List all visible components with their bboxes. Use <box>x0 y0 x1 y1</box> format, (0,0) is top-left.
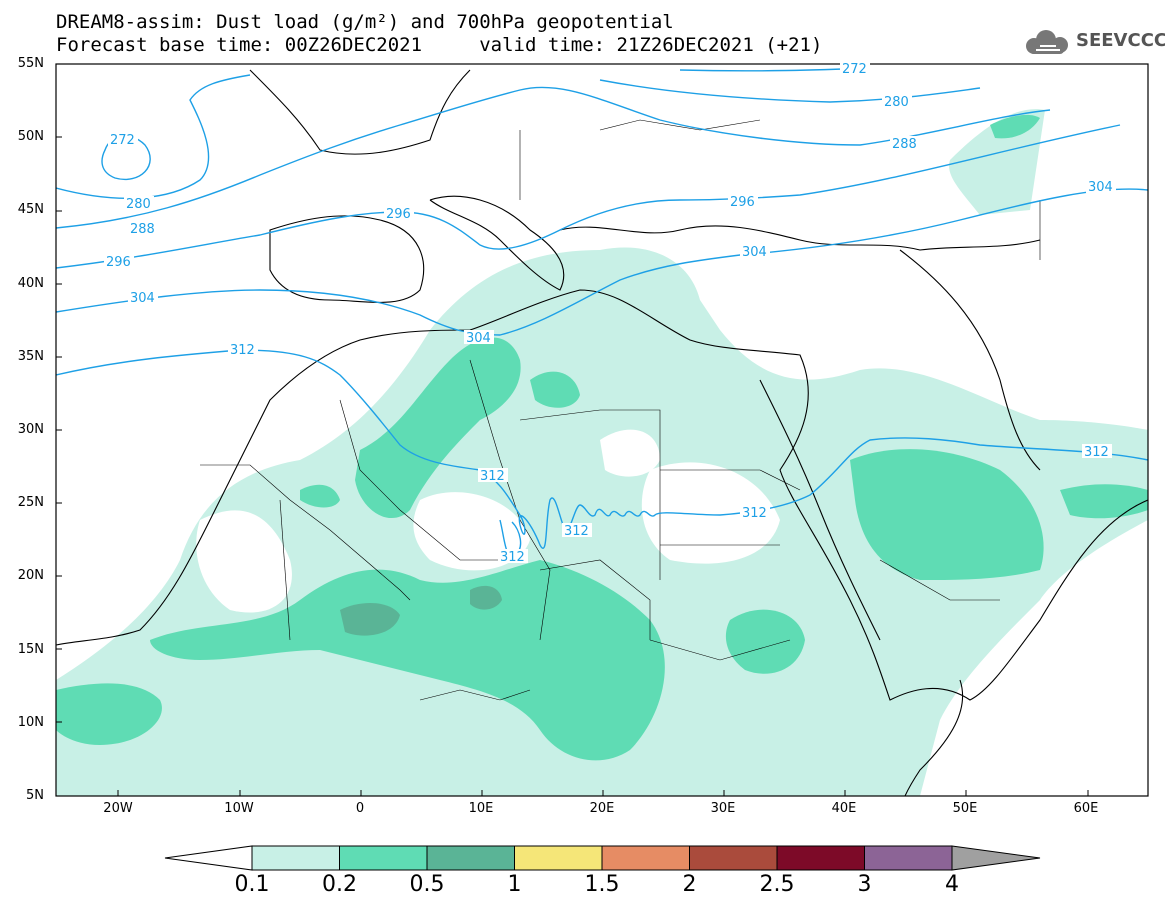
lon-label: 60E <box>1073 801 1099 816</box>
colorbar-level-label: 0.2 <box>322 872 357 897</box>
lat-label: 40N <box>17 275 44 291</box>
dust-area-medium <box>990 114 1040 139</box>
dust-area-medium <box>355 337 521 519</box>
contour-label: 312 <box>742 506 767 521</box>
dust-area-medium <box>56 683 162 745</box>
colorbar-level-label: 2 <box>682 872 697 897</box>
colorbar-box <box>514 845 603 871</box>
lat-label: 5N <box>26 788 44 803</box>
contour-label: 312 <box>480 469 505 484</box>
contour-312 <box>56 349 1148 549</box>
dust-area-clear <box>196 510 292 613</box>
dust-area-medium <box>530 371 580 408</box>
colorbar-boxes <box>251 845 953 871</box>
colorbar-level-label: 1.5 <box>584 872 620 897</box>
dust-field <box>56 67 1148 796</box>
lat-label: 55N <box>17 56 44 71</box>
dust-area-clear <box>600 429 660 477</box>
map-title: DREAM8-assim: Dust load (g/m²) and 700hP… <box>56 11 674 33</box>
contour-label: 280 <box>126 197 151 212</box>
colorbar-box <box>601 845 690 871</box>
dust-area-medium <box>1060 484 1148 519</box>
contour-label: 312 <box>500 550 525 565</box>
dust-area-heavy <box>340 603 400 636</box>
colorbar-box <box>689 845 778 871</box>
contour-label: 280 <box>884 95 909 110</box>
dust-area-medium <box>150 560 665 761</box>
contour-296 <box>56 124 1121 269</box>
lat-label: 25N <box>17 495 44 511</box>
colorbar-high-arrow <box>951 845 1041 871</box>
colorbar-level-label: 3 <box>857 872 872 897</box>
colorbar-box <box>339 845 428 871</box>
contour-label: 288 <box>892 137 917 152</box>
seevccc-logo <box>1026 30 1068 54</box>
contour-label: 272 <box>842 62 867 77</box>
lon-label: 10E <box>468 801 494 816</box>
contour-label: 304 <box>742 245 767 260</box>
contour-label: 288 <box>130 222 155 237</box>
lat-label: 35N <box>17 348 44 364</box>
lon-label: 0 <box>355 801 365 816</box>
lat-label: 10N <box>17 714 44 730</box>
colorbar-box <box>776 845 865 871</box>
contour-label: 296 <box>386 207 411 222</box>
contour-label-bgs <box>104 61 1116 563</box>
contour-288 <box>56 86 1051 229</box>
contour-label: 312 <box>564 524 589 539</box>
lon-label: 20E <box>589 801 615 816</box>
colorbar-box <box>426 845 515 871</box>
contour-label: 312 <box>1084 445 1109 460</box>
lon-label: 10W <box>224 801 254 816</box>
geopotential-contours <box>56 67 1148 557</box>
colorbar-box <box>251 845 340 871</box>
contour-label: 312 <box>230 343 255 358</box>
colorbar-level-label: 2.5 <box>759 872 795 897</box>
forecast-time-line: Forecast base time: 00Z26DEC2021 valid t… <box>56 34 823 56</box>
dust-area-medium <box>725 609 805 674</box>
contour-label: 296 <box>106 255 131 270</box>
contour-label: 296 <box>730 195 755 210</box>
dust-area-medium <box>850 449 1044 580</box>
contour-label: 304 <box>1088 180 1113 195</box>
colorbar-level-label: 4 <box>945 872 959 897</box>
logo-text: SEEVCCC <box>1076 30 1165 51</box>
contour-labels: 272 272 280 280 288 288 296 296 296 304 … <box>106 62 1113 565</box>
dust-area-light <box>56 247 1148 796</box>
colorbar-low-arrow <box>164 845 253 871</box>
colorbar-level-label: 1 <box>507 872 522 897</box>
colorbar-level-label: 0.1 <box>234 872 270 897</box>
axis-ticks <box>56 63 1089 796</box>
lon-label: 30E <box>710 801 736 816</box>
lon-label: 20W <box>103 801 133 816</box>
contour-304 <box>56 188 1148 336</box>
lat-label: 20N <box>17 568 44 584</box>
country-borders <box>200 119 1041 701</box>
lon-label: 40E <box>831 801 857 816</box>
contour-label: 272 <box>110 133 135 148</box>
lat-label: 15N <box>17 641 44 657</box>
dust-area-light <box>949 109 1045 215</box>
lat-label: 45N <box>17 202 44 218</box>
colorbar-box <box>864 845 953 871</box>
lat-label: 30N <box>17 422 44 437</box>
contour-label: 304 <box>130 291 155 306</box>
dust-area-heavy <box>470 585 502 610</box>
contour-label: 304 <box>466 331 491 346</box>
dust-area-medium <box>300 484 340 508</box>
lon-label: 50E <box>952 801 978 816</box>
colorbar-level-label: 0.5 <box>409 872 445 897</box>
contour-280-east <box>599 79 981 103</box>
lat-label: 50N <box>17 129 44 145</box>
dust-area-clear <box>641 462 780 564</box>
coastlines <box>56 69 1148 796</box>
